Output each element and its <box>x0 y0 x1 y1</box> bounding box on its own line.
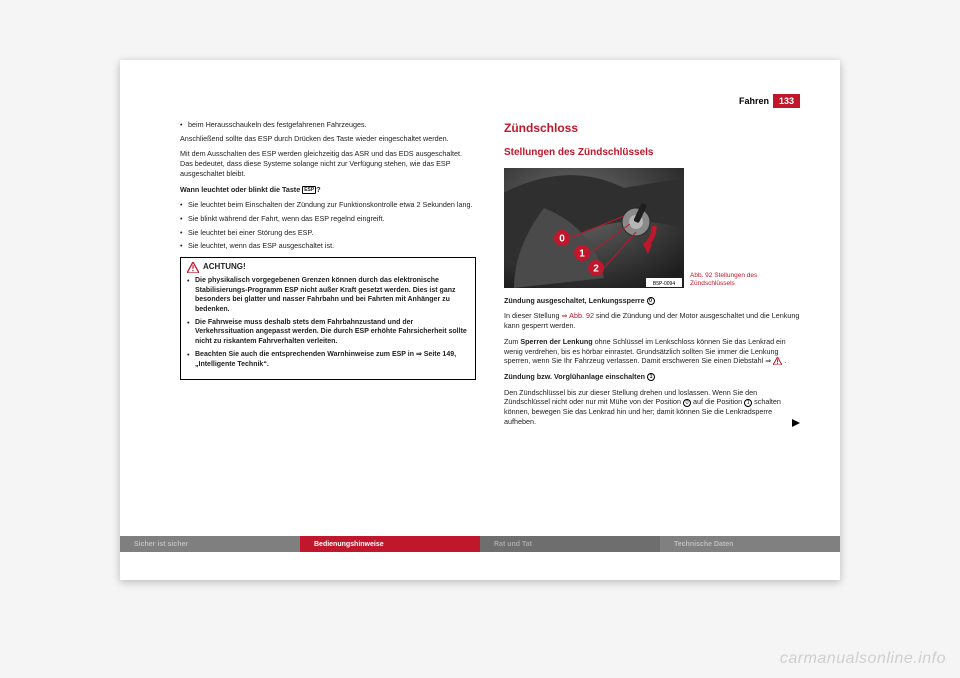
sub-heading: Zündung bzw. Vorglühanlage einschalten 1 <box>504 372 800 382</box>
footer-tab-active: Bedienungshinweise <box>300 536 480 552</box>
sub-heading: Zündung ausgeschaltet, Lenkungssperre 0 <box>504 296 800 306</box>
warning-heading: ACHTUNG! <box>187 262 469 273</box>
content-columns: beim Herausschaukeln des festgefahrenen … <box>180 120 800 520</box>
bullet-text: Die physikalisch vorgegebenen Grenzen kö… <box>195 276 469 314</box>
figure-reference: ⇒ Abb. 92 <box>562 311 594 320</box>
bullet-icon <box>187 350 195 369</box>
section-label: Fahren <box>739 96 769 106</box>
figure-label-0: 0 <box>554 230 570 246</box>
circled-number: 1 <box>744 399 752 407</box>
bullet-icon <box>187 318 195 346</box>
paragraph: Zum Sperren der Lenkung ohne Schlüssel i… <box>504 337 800 366</box>
left-column: beim Herausschaukeln des festgefahrenen … <box>180 120 476 520</box>
bullet-icon <box>180 228 188 238</box>
bullet-text: Sie blinkt während der Fahrt, wenn das E… <box>188 214 384 224</box>
heading-1: Zündschloss <box>504 120 800 136</box>
circled-number: 1 <box>647 373 655 381</box>
svg-text:1: 1 <box>579 248 585 259</box>
question-heading: Wann leuchtet oder blinkt die Taste ESP? <box>180 185 476 195</box>
list-item: Die physikalisch vorgegebenen Grenzen kö… <box>187 276 469 314</box>
circled-number: 0 <box>683 399 691 407</box>
esp-icon: ESP <box>302 186 316 194</box>
bullet-icon <box>180 241 188 251</box>
figure-block: 0 1 2 B5P-0094 <box>504 168 800 288</box>
continue-arrow-icon <box>792 419 800 427</box>
bullet-text: beim Herausschaukeln des festgefahrenen … <box>188 120 367 130</box>
bullet-text: Sie leuchtet bei einer Störung des ESP. <box>188 228 313 238</box>
list-item: beim Herausschaukeln des festgefahrenen … <box>180 120 476 130</box>
paragraph: Mit dem Ausschalten des ESP werden gleic… <box>180 149 476 178</box>
list-item: Sie leuchtet bei einer Störung des ESP. <box>180 228 476 238</box>
warning-triangle-icon <box>187 262 199 273</box>
watermark: carmanualsonline.info <box>780 650 946 668</box>
list-item: Beachten Sie auch die entsprechenden War… <box>187 350 469 369</box>
page-header: Fahren 133 <box>739 94 800 108</box>
list-item: Sie leuchtet, wenn das ESP ausgeschaltet… <box>180 241 476 251</box>
list-item: Die Fahrweise muss deshalb stets dem Fah… <box>187 318 469 346</box>
paragraph: Den Zündschlüssel bis zur dieser Stellun… <box>504 388 800 427</box>
bullet-icon <box>187 276 195 314</box>
paragraph: Anschließend sollte das ESP durch Drücke… <box>180 134 476 144</box>
bullet-icon <box>180 120 188 130</box>
ignition-figure: 0 1 2 B5P-0094 <box>504 168 684 288</box>
paragraph: In dieser Stellung ⇒ Abb. 92 sind die Zü… <box>504 311 800 330</box>
right-column: Zündschloss Stellungen des Zündschlüssel… <box>504 120 800 520</box>
svg-text:B5P-0094: B5P-0094 <box>653 281 675 287</box>
warning-box: ACHTUNG! Die physikalisch vorgegebenen G… <box>180 257 476 380</box>
list-item: Sie blinkt während der Fahrt, wenn das E… <box>180 214 476 224</box>
bullet-text: Beachten Sie auch die entsprechenden War… <box>195 350 469 369</box>
manual-page: Fahren 133 beim Herausschaukeln des fest… <box>120 60 840 580</box>
heading-2: Stellungen des Zündschlüssels <box>504 146 800 160</box>
svg-text:2: 2 <box>593 263 599 274</box>
figure-label-1: 1 <box>574 245 590 261</box>
footer-tab: Technische Daten <box>660 536 840 552</box>
figure-label-2: 2 <box>588 260 604 276</box>
bullet-icon <box>180 200 188 210</box>
bullet-icon <box>180 214 188 224</box>
footer-tab: Rat und Tat <box>480 536 660 552</box>
warning-title: ACHTUNG! <box>203 262 246 273</box>
bullet-text: Die Fahrweise muss deshalb stets dem Fah… <box>195 318 469 346</box>
svg-text:0: 0 <box>559 233 565 244</box>
list-item: Sie leuchtet beim Einschalten der Zündun… <box>180 200 476 210</box>
footer-tabs: Sicher ist sicher Bedienungshinweise Rat… <box>120 536 840 552</box>
page-number: 133 <box>773 94 800 108</box>
figure-caption: Abb. 92 Stellungen des Zündschlüssels <box>690 272 770 288</box>
bullet-text: Sie leuchtet beim Einschalten der Zündun… <box>188 200 472 210</box>
footer-tab: Sicher ist sicher <box>120 536 300 552</box>
warning-triangle-icon <box>773 357 782 365</box>
circled-number: 0 <box>647 297 655 305</box>
bullet-text: Sie leuchtet, wenn das ESP ausgeschaltet… <box>188 241 334 251</box>
